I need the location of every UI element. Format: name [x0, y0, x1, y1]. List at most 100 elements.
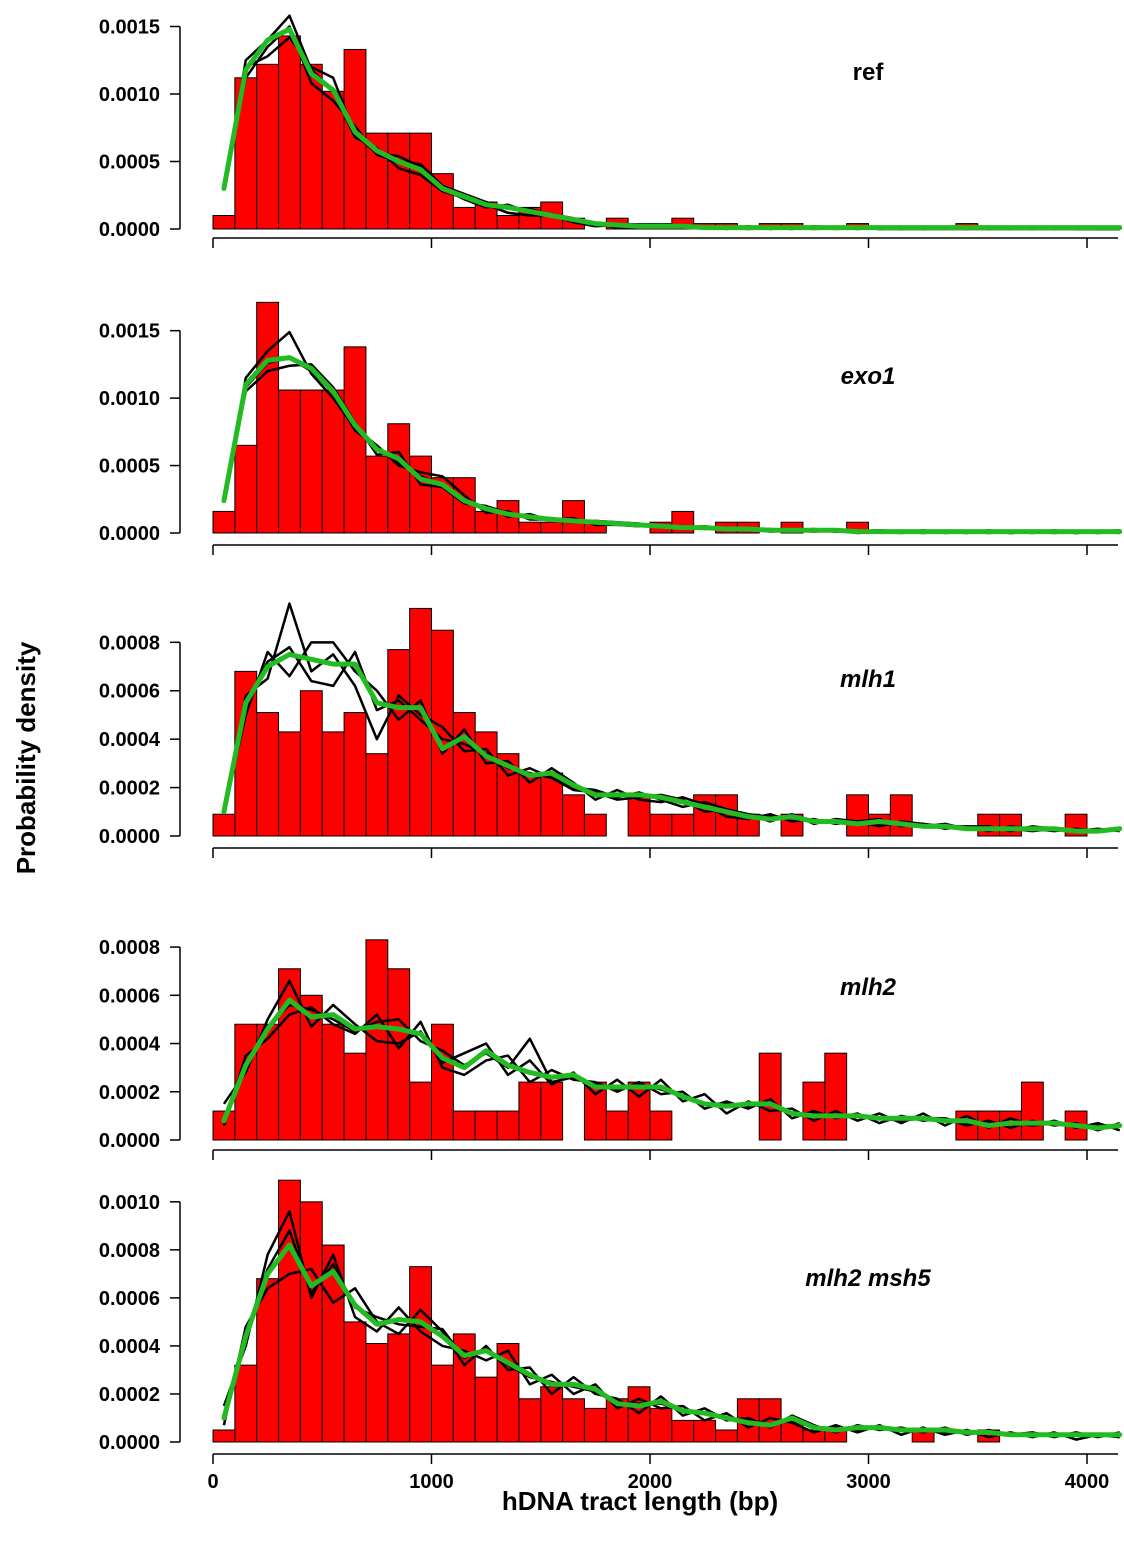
mean-density-line	[221, 355, 1123, 535]
histogram-bar	[1020, 1081, 1044, 1141]
y-tick-label: 0.0000	[99, 826, 160, 848]
mean-density-line	[221, 651, 1123, 834]
histogram-bar	[278, 35, 301, 230]
panel-ref: 0.0000 0.0005 0.0010 0.0015 ref	[99, 14, 1123, 248]
y-tick-label: 0.0000	[99, 523, 160, 545]
histogram-bar	[212, 1429, 236, 1443]
histogram-bar	[431, 1364, 454, 1443]
y-tick-label: 0.0002	[99, 778, 160, 800]
histogram-bar	[212, 215, 236, 230]
panel-title: mlh2	[840, 974, 897, 1001]
histogram-bar	[299, 1201, 323, 1443]
histogram-bar	[562, 794, 585, 837]
histogram-bar	[365, 455, 389, 534]
x-tick-label: 3000	[846, 1471, 891, 1493]
panel-title: mlh1	[840, 666, 896, 693]
y-tick-label: 0.0004	[99, 729, 161, 751]
y-tick-label: 0.0008	[99, 1240, 160, 1262]
histogram-bar	[234, 444, 258, 534]
histogram-bar	[409, 1266, 432, 1443]
panel-title: exo1	[841, 363, 896, 390]
panel-title: ref	[853, 59, 885, 86]
histogram-bar	[278, 731, 301, 837]
y-tick-label: 0.0010	[99, 1192, 160, 1214]
histogram-bar	[889, 794, 913, 837]
panel-title: mlh2 msh5	[805, 1265, 931, 1292]
histogram-bar	[343, 1321, 367, 1443]
histogram-bar	[343, 1052, 367, 1141]
x-tick-label: 1000	[409, 1471, 454, 1493]
histogram-bar	[387, 1333, 411, 1443]
histogram-bar	[518, 521, 542, 534]
histogram-bar	[540, 521, 564, 534]
histogram-bar	[256, 301, 280, 534]
y-tick-label: 0.0004	[99, 1336, 161, 1358]
histogram-bar	[452, 1110, 476, 1141]
histogram-bar	[343, 346, 367, 534]
y-tick-label: 0.0006	[99, 985, 160, 1007]
histogram-bar	[846, 794, 870, 837]
y-tick-label: 0.0006	[99, 681, 160, 703]
histogram-bar	[452, 206, 476, 230]
histogram-bar	[496, 1110, 520, 1141]
histogram-bar	[387, 968, 411, 1141]
histogram-bar	[409, 455, 432, 534]
panel-exo1: 0.0000 0.0005 0.0010 0.0015 exo1	[99, 301, 1123, 555]
histogram-bar	[278, 389, 301, 534]
histogram-bar	[474, 510, 498, 534]
x-tick-label: 4000	[1065, 1471, 1110, 1493]
histogram-bar	[321, 90, 345, 230]
x-axis-title: hDNA tract length (bp)	[502, 1486, 778, 1516]
y-tick-label: 0.0005	[99, 456, 160, 478]
histogram-bar	[365, 1343, 389, 1443]
histogram-bar	[649, 1407, 673, 1443]
y-tick-label: 0.0008	[99, 632, 160, 654]
histogram-bar	[234, 1364, 258, 1443]
histogram-bar	[212, 813, 236, 837]
histogram-bar	[824, 1052, 848, 1141]
histogram-bar	[583, 1081, 607, 1141]
histogram-bar	[540, 1081, 564, 1141]
histogram-bar	[256, 63, 280, 230]
histogram-bar	[605, 1110, 629, 1141]
y-tick-label: 0.0002	[99, 1082, 160, 1104]
histogram-bar	[256, 712, 280, 837]
histogram-bar	[343, 712, 367, 837]
histogram-bar	[299, 690, 323, 837]
y-tick-label: 0.0010	[99, 388, 160, 410]
histogram-bar	[387, 649, 411, 837]
histogram-bar	[649, 813, 673, 837]
histogram-bar	[474, 1110, 498, 1141]
histogram-bar	[299, 389, 323, 534]
histogram-bar	[496, 215, 520, 230]
histogram-bar	[649, 1110, 673, 1141]
panel-mlh2-msh5: 0.0000 0.0002 0.0004 0.0006 0.0008 0.0010 0 100…	[99, 1179, 1123, 1493]
histogram-bar	[518, 1081, 542, 1141]
histogram-bar	[518, 1398, 542, 1443]
y-tick-label: 0.0000	[99, 1432, 160, 1454]
y-tick-label: 0.0010	[99, 84, 160, 106]
y-tick-label: 0.0000	[99, 219, 160, 241]
y-tick-label: 0.0005	[99, 152, 160, 174]
y-axis-title: Probability density	[11, 641, 41, 874]
y-tick-label: 0.0008	[99, 937, 160, 959]
histogram-bar	[387, 423, 411, 534]
histogram-bar	[583, 1407, 607, 1443]
histogram-bar	[278, 1179, 301, 1443]
mean-density-line	[221, 997, 1123, 1131]
y-tick-label: 0.0006	[99, 1288, 160, 1310]
histogram-bar	[671, 1419, 695, 1443]
panel-mlh1: 0.0000 0.0002 0.0004 0.0006 0.0008 mlh1	[99, 602, 1123, 858]
y-tick-label: 0.0002	[99, 1384, 160, 1406]
x-tick-label: 0	[207, 1471, 218, 1493]
x-tick-label: 2000	[628, 1471, 673, 1493]
y-tick-label: 0.0000	[99, 1130, 160, 1152]
histogram-bar	[431, 1023, 454, 1141]
histogram-bar	[409, 1081, 432, 1141]
histogram-bar	[780, 521, 804, 534]
histogram-bar	[321, 389, 345, 534]
histogram-bar	[693, 1419, 717, 1443]
y-tick-label: 0.0004	[99, 1034, 161, 1056]
histogram-bar	[562, 500, 585, 534]
